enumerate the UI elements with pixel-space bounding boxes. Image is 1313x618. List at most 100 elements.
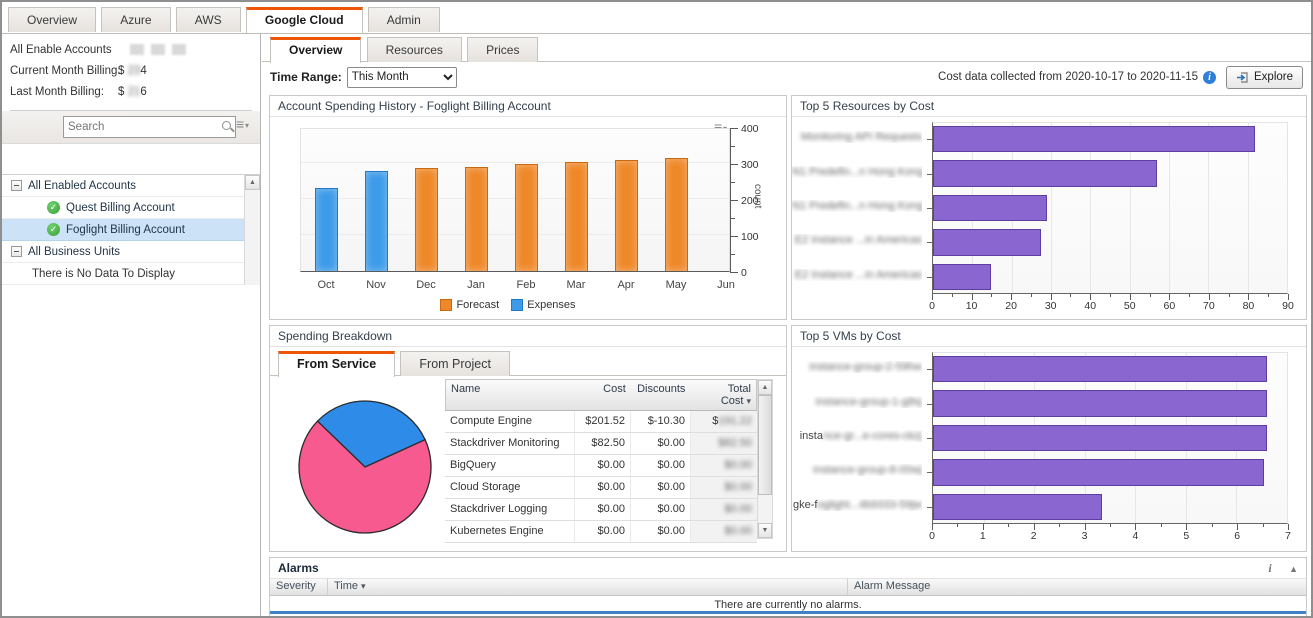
axis-tick [1288,524,1289,530]
tab-azure[interactable]: Azure [101,7,171,32]
axis-tick [1050,294,1052,300]
current-month-billing-label: Current Month Billing: [10,65,121,77]
bar[interactable] [933,390,1267,417]
bar-feb[interactable] [515,164,538,271]
collapse-icon[interactable] [11,180,22,191]
table-row[interactable]: Compute Engine $201.52 $-10.30 $191.22 [445,411,757,433]
time-range-select[interactable]: This Month [346,66,457,88]
status-ok-icon [47,223,60,236]
axis-tick [1208,294,1210,300]
axis-tick [1149,294,1151,297]
axis-tick [1228,294,1230,297]
alarms-collapse-icon[interactable] [1289,564,1298,574]
cell-total-cost: $0.00 [691,455,757,476]
bar-dec[interactable] [415,168,438,271]
bar[interactable] [933,356,1267,383]
table-row[interactable]: Cloud Storage $0.00 $0.00 $0.00 [445,477,757,499]
alarms-table-header: Severity Time Alarm Message [270,579,1306,596]
tree-label: Quest Billing Account [66,202,175,214]
x-tick-label: 5 [1183,530,1190,542]
tree-item-foglight-billing-account[interactable]: Foglight Billing Account [2,219,244,241]
bar-jan[interactable] [465,166,488,271]
bar[interactable] [933,194,1048,222]
column-header-alarm-message[interactable]: Alarm Message [854,580,931,592]
cell-cost: $0.00 [575,521,631,542]
table-row[interactable]: BigQuery $0.00 $0.00 $0.00 [445,455,757,477]
scroll-up-icon[interactable] [758,380,772,395]
column-header-time[interactable]: Time [328,579,848,595]
tree-item-quest-billing-account[interactable]: Quest Billing Account [2,197,244,219]
cell-discounts: $0.00 [631,499,691,520]
scroll-up-icon[interactable] [245,175,260,190]
panel-title: Spending Breakdown [270,326,786,347]
tab-overview[interactable]: Overview [8,7,97,32]
bar[interactable] [933,493,1103,520]
pie-slice-compute-engine[interactable] [298,420,432,534]
bar-label: Monitoring API Requests [792,131,922,143]
gridline [1129,123,1131,293]
pie-slice-stackdriver-monitoring[interactable] [316,400,426,468]
axis-tick [1033,524,1035,530]
scroll-down-icon[interactable] [758,523,772,538]
chart-legend: Forecast Expenses [270,299,746,311]
bar-mar[interactable] [565,161,588,271]
table-row[interactable]: Kubernetes Engine $0.00 $0.00 $0.00 [445,521,757,543]
column-header-discounts[interactable]: Discounts [637,383,686,395]
x-tick-label: 60 [1163,300,1176,312]
table-scrollbar[interactable] [757,379,773,539]
axis-tick [951,294,953,297]
legend-item: Expenses [511,299,576,311]
tree-label: All Enabled Accounts [28,180,137,192]
tab-admin[interactable]: Admin [367,7,440,32]
x-axis-label: Feb [516,279,536,291]
bar[interactable] [933,424,1267,452]
bar-apr[interactable] [615,160,638,271]
alarms-info-icon[interactable] [1268,561,1271,575]
cell-name: Kubernetes Engine [445,521,575,542]
explore-button[interactable]: Explore [1226,65,1303,89]
bar-may[interactable] [665,157,688,271]
bar[interactable] [933,459,1265,486]
tree-scrollbar[interactable] [244,175,260,285]
y-tick-label: 0 [741,267,747,279]
tab-from-service[interactable]: From Service [278,351,396,377]
info-icon[interactable] [1203,70,1216,84]
bar[interactable] [933,160,1158,187]
explore-label: Explore [1254,71,1293,83]
axis-tick [1189,294,1191,297]
legend-item: Forecast [440,299,499,311]
total-redacted: $82.50 [718,437,752,449]
bar[interactable] [933,229,1041,256]
table-row[interactable]: Stackdriver Monitoring $82.50 $0.00 $82.50 [445,433,757,455]
bar[interactable] [933,126,1255,153]
tab-aws[interactable]: AWS [175,7,241,32]
tab-from-project[interactable]: From Project [400,351,510,376]
collapse-icon[interactable] [11,246,22,257]
subtab-resources[interactable]: Resources [366,37,462,62]
axis-tick [1268,294,1270,297]
column-header-severity[interactable]: Severity [270,579,328,595]
search-input[interactable] [64,117,212,137]
column-header-total-cost[interactable]: Total Cost [690,380,756,410]
column-header-cost[interactable]: Cost [603,383,626,395]
subtab-prices[interactable]: Prices [467,37,539,62]
bar[interactable] [933,263,992,290]
subtab-overview[interactable]: Overview [270,37,362,63]
bar-oct[interactable] [315,188,338,271]
scrollbar-thumb[interactable] [758,395,772,495]
legend-swatch [511,299,524,311]
tree-group-all-enabled-accounts[interactable]: All Enabled Accounts [2,175,244,197]
status-ok-icon [47,201,60,214]
bar-label: instance-group-8-00wj [792,464,922,476]
column-header-name[interactable]: Name [451,383,481,395]
tab-google-cloud[interactable]: Google Cloud [245,7,363,33]
spending-history-chart: Oct Nov Dec Jan Feb Mar Apr May Jun 0 100 200 300 400… [270,118,786,319]
table-row[interactable]: Stackdriver Logging $0.00 $0.00 $0.00 [445,499,757,521]
tree-group-all-business-units[interactable]: All Business Units [2,241,244,263]
search-icon[interactable] [222,121,231,130]
bar-nov[interactable] [365,171,388,271]
total-redacted: $0.00 [724,459,752,471]
axis-tick [927,173,932,175]
last-month-billing-value: $ 216 [118,86,147,98]
list-options-icon[interactable] [236,116,252,133]
